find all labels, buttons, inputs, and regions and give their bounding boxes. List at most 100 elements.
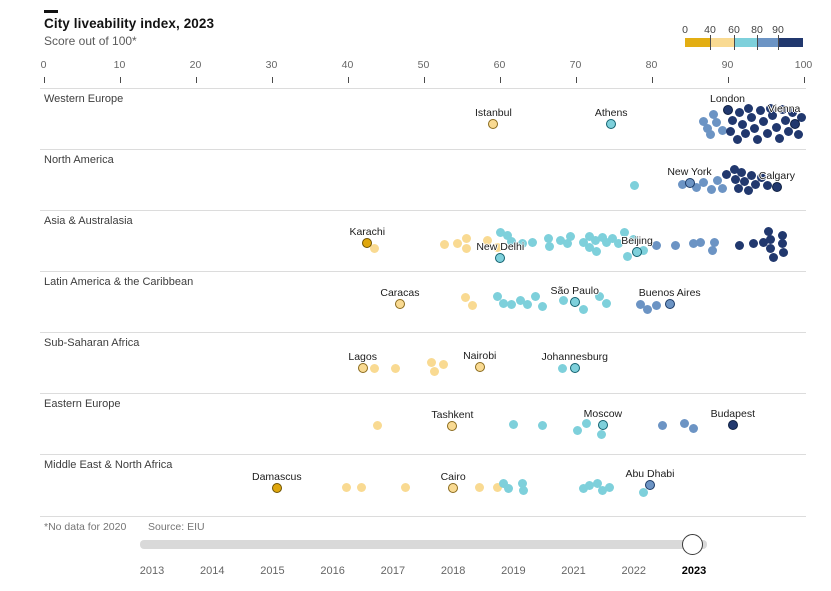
- data-point-dot[interactable]: [592, 246, 602, 256]
- labeled-city-dot[interactable]: [727, 420, 738, 430]
- data-point-dot[interactable]: [558, 295, 568, 305]
- data-point-dot[interactable]: [744, 103, 754, 113]
- data-point-dot[interactable]: [738, 119, 748, 129]
- year-label-2021[interactable]: 2021: [561, 565, 586, 577]
- data-point-dot[interactable]: [751, 179, 761, 189]
- data-point-dot[interactable]: [753, 134, 763, 144]
- data-point-dot[interactable]: [590, 235, 600, 245]
- data-point-dot[interactable]: [758, 237, 768, 247]
- data-point-dot[interactable]: [741, 128, 751, 138]
- labeled-city-dot[interactable]: [722, 105, 733, 115]
- data-point-dot[interactable]: [507, 299, 517, 309]
- data-point-dot[interactable]: [767, 110, 777, 120]
- data-point-dot[interactable]: [652, 300, 662, 310]
- data-point-dot[interactable]: [584, 231, 594, 241]
- year-label-2023[interactable]: 2023: [681, 565, 707, 577]
- data-point-dot[interactable]: [678, 179, 688, 189]
- data-point-dot[interactable]: [498, 478, 508, 488]
- data-point-dot[interactable]: [670, 240, 680, 250]
- timeline-slider-handle[interactable]: [682, 534, 703, 555]
- data-point-dot[interactable]: [750, 123, 760, 133]
- data-point-dot[interactable]: [757, 172, 767, 182]
- data-point-dot[interactable]: [597, 232, 607, 242]
- data-point-dot[interactable]: [342, 482, 352, 492]
- data-point-dot[interactable]: [691, 182, 701, 192]
- data-point-dot[interactable]: [747, 112, 757, 122]
- data-point-dot[interactable]: [794, 129, 804, 139]
- timeline-slider-track[interactable]: [140, 540, 707, 549]
- data-point-dot[interactable]: [602, 237, 612, 247]
- data-point-dot[interactable]: [578, 237, 588, 247]
- data-point-dot[interactable]: [778, 238, 788, 248]
- data-point-dot[interactable]: [614, 238, 624, 248]
- labeled-city-dot[interactable]: [495, 253, 506, 263]
- year-label-2018[interactable]: 2018: [440, 565, 466, 577]
- data-point-dot[interactable]: [783, 126, 793, 136]
- data-point-dot[interactable]: [558, 363, 568, 373]
- data-point-dot[interactable]: [628, 234, 638, 244]
- data-point-dot[interactable]: [729, 164, 739, 174]
- data-point-dot[interactable]: [602, 298, 612, 308]
- data-point-dot[interactable]: [771, 122, 781, 132]
- data-point-dot[interactable]: [518, 485, 528, 495]
- data-point-dot[interactable]: [735, 240, 745, 250]
- year-label-2016[interactable]: 2016: [320, 565, 345, 577]
- data-point-dot[interactable]: [400, 482, 410, 492]
- data-point-dot[interactable]: [597, 485, 607, 495]
- data-point-dot[interactable]: [555, 235, 565, 245]
- data-point-dot[interactable]: [722, 169, 732, 179]
- data-point-dot[interactable]: [726, 126, 736, 136]
- data-point-dot[interactable]: [462, 243, 472, 253]
- data-point-dot[interactable]: [766, 243, 776, 253]
- year-label-2017[interactable]: 2017: [380, 565, 406, 577]
- data-point-dot[interactable]: [523, 299, 533, 309]
- data-point-dot[interactable]: [796, 112, 806, 122]
- data-point-dot[interactable]: [508, 419, 518, 429]
- data-point-dot[interactable]: [680, 418, 690, 428]
- data-point-dot[interactable]: [461, 233, 471, 243]
- data-point-dot[interactable]: [762, 180, 772, 190]
- data-point-dot[interactable]: [643, 304, 653, 314]
- data-point-dot[interactable]: [731, 174, 741, 184]
- data-point-dot[interactable]: [688, 423, 698, 433]
- data-point-dot[interactable]: [582, 418, 592, 428]
- data-point-dot[interactable]: [504, 483, 514, 493]
- data-point-dot[interactable]: [527, 237, 537, 247]
- data-point-dot[interactable]: [543, 233, 553, 243]
- data-point-dot[interactable]: [390, 363, 400, 373]
- data-point-dot[interactable]: [620, 227, 630, 237]
- data-point-dot[interactable]: [517, 238, 527, 248]
- data-point-dot[interactable]: [493, 291, 503, 301]
- labeled-city-dot[interactable]: [664, 299, 675, 309]
- data-point-dot[interactable]: [635, 299, 645, 309]
- data-point-dot[interactable]: [578, 483, 588, 493]
- data-point-dot[interactable]: [732, 134, 742, 144]
- data-point-dot[interactable]: [538, 420, 548, 430]
- data-point-dot[interactable]: [759, 116, 769, 126]
- data-point-dot[interactable]: [698, 116, 708, 126]
- data-point-dot[interactable]: [748, 238, 758, 248]
- data-point-dot[interactable]: [467, 300, 477, 310]
- data-point-dot[interactable]: [707, 245, 717, 255]
- data-point-dot[interactable]: [737, 167, 747, 177]
- data-point-dot[interactable]: [638, 245, 648, 255]
- data-point-dot[interactable]: [565, 231, 575, 241]
- data-point-dot[interactable]: [657, 420, 667, 430]
- data-point-dot[interactable]: [430, 366, 440, 376]
- data-point-dot[interactable]: [595, 291, 605, 301]
- labeled-city-dot[interactable]: [771, 182, 782, 192]
- data-point-dot[interactable]: [774, 133, 784, 143]
- data-point-dot[interactable]: [357, 482, 367, 492]
- data-point-dot[interactable]: [585, 242, 595, 252]
- labeled-city-dot[interactable]: [394, 299, 405, 309]
- data-point-dot[interactable]: [372, 420, 382, 430]
- data-point-dot[interactable]: [531, 291, 541, 301]
- data-point-dot[interactable]: [713, 175, 723, 185]
- data-point-dot[interactable]: [517, 478, 527, 488]
- data-point-dot[interactable]: [743, 185, 753, 195]
- data-point-dot[interactable]: [710, 237, 720, 247]
- labeled-city-dot[interactable]: [447, 421, 458, 431]
- labeled-city-dot[interactable]: [488, 119, 499, 129]
- data-point-dot[interactable]: [578, 304, 588, 314]
- data-point-dot[interactable]: [734, 183, 744, 193]
